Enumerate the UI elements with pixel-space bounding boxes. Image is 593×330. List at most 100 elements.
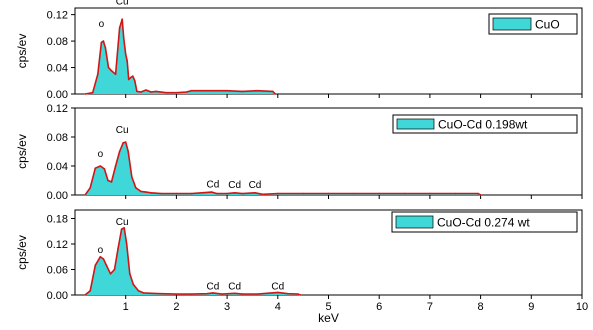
- spectrum-point: [145, 191, 147, 193]
- spectrum-point: [110, 181, 113, 183]
- spectrum-point: [299, 294, 302, 296]
- peak-label: Cu: [116, 217, 129, 228]
- spectrum-point: [102, 40, 105, 42]
- spectrum-point: [241, 293, 244, 295]
- spectrum-point: [118, 150, 121, 153]
- legend-box: [391, 211, 578, 233]
- peak-label: Cd: [228, 180, 241, 191]
- spectrum-point: [145, 89, 147, 91]
- spectrum-point: [118, 27, 121, 29]
- spectrum-point: [102, 258, 105, 260]
- spectrum-point: [200, 89, 203, 92]
- y-tick-label: 0.04: [47, 161, 68, 173]
- spectrum-point: [150, 91, 152, 93]
- peak-label: Cd: [271, 281, 284, 292]
- spectrum-point: [130, 176, 133, 178]
- spectrum-point: [211, 191, 213, 193]
- spectrum-point: [122, 36, 125, 39]
- spectrum-point: [429, 192, 431, 195]
- spectrum-point: [479, 194, 482, 196]
- spectrum-panel-1: 0.00 0.04 0.08 0.12 cps/ev o Cu CuO: [15, 0, 583, 101]
- y-tick-label: 0.18: [47, 214, 68, 226]
- spectrum-line: [84, 227, 301, 296]
- spectrum-point: [127, 150, 130, 153]
- peak-label: o: [99, 19, 105, 30]
- spectrum-point: [110, 70, 113, 72]
- x-tick-label: 9: [528, 301, 534, 313]
- spectrum-point: [190, 89, 193, 92]
- spectrum-point: [233, 192, 236, 194]
- spectrum-point: [175, 293, 178, 295]
- spectrum-point: [109, 272, 112, 275]
- spectrum-point: [124, 141, 127, 143]
- peak-label: o: [98, 245, 104, 256]
- spectrum-point: [114, 73, 117, 75]
- spectrum-point: [261, 193, 264, 196]
- x-axis-label: keV: [318, 311, 339, 325]
- spectrum-point: [131, 75, 134, 77]
- peak-label: Cd: [207, 179, 220, 190]
- spectrum-point: [97, 73, 99, 75]
- spectrum-point: [477, 192, 479, 195]
- peak-label: Cu: [116, 125, 129, 136]
- x-tick-label: 5: [325, 301, 331, 313]
- peak-label: Cd: [228, 281, 241, 292]
- spectrum-point: [454, 192, 457, 195]
- y-tick-label: 0.00: [47, 89, 68, 101]
- spectrum-point: [128, 272, 131, 275]
- spectrum-area: [85, 227, 301, 295]
- y-tick-label: 0.12: [47, 239, 68, 251]
- spectrum-point: [226, 89, 228, 92]
- spectrum-point: [254, 192, 256, 194]
- y-tick-label: 0.12: [47, 103, 68, 115]
- y-tick-label: 0.04: [47, 63, 68, 75]
- spectrum-point: [287, 292, 289, 295]
- spectrum-point: [100, 41, 103, 44]
- spectrum-point: [134, 79, 136, 82]
- spectrum-point: [113, 268, 116, 271]
- spectrum-point: [226, 192, 228, 195]
- spectrum-point: [221, 293, 223, 295]
- legend: CuO-Cd 0.274 wt: [391, 211, 578, 233]
- spectrum-point: [117, 247, 119, 250]
- spectrum-point: [120, 228, 123, 230]
- legend-swatch: [395, 215, 434, 229]
- legend: CuO-Cd 0.198wt: [392, 114, 578, 134]
- x-tick-label: 1: [123, 301, 129, 313]
- legend-swatch: [396, 118, 435, 130]
- spectrum-area: [85, 19, 276, 95]
- legend: CuO: [488, 13, 578, 35]
- spectrum-line: [84, 141, 481, 196]
- spectrum-point: [206, 292, 208, 295]
- x-tick-label: 4: [275, 301, 281, 313]
- spectrum-point: [140, 190, 142, 193]
- spectrum-point: [107, 66, 110, 69]
- spectrum-point: [150, 292, 152, 295]
- spectrum-point: [89, 289, 92, 292]
- spectrum-point: [256, 89, 259, 92]
- y-tick-label: 0.06: [47, 265, 68, 277]
- spectrum-point: [126, 60, 129, 62]
- spectrum-point: [216, 89, 218, 92]
- spectrum-point: [89, 186, 92, 189]
- spectrum-point: [185, 91, 188, 93]
- spectrum-point: [140, 91, 142, 93]
- legend-label: CuO-Cd 0.274 wt: [437, 216, 530, 230]
- spectrum-point: [114, 165, 117, 167]
- spectrum-point: [94, 264, 97, 267]
- spectrum-point: [104, 46, 107, 49]
- spectrum-point: [150, 192, 152, 194]
- y-tick-label: 0.08: [47, 132, 68, 144]
- spectrum-point: [274, 93, 277, 95]
- spectrum-point: [84, 294, 86, 296]
- spectrum-point: [99, 255, 102, 258]
- x-tick-label: 2: [173, 301, 179, 313]
- spectrum-point: [122, 142, 124, 144]
- spectrum-point: [125, 243, 128, 245]
- y-tick-label: 0.08: [47, 36, 68, 48]
- x-tick-label: 7: [427, 301, 433, 313]
- peak-label: Cu: [116, 0, 129, 8]
- spectrum-point: [403, 192, 406, 195]
